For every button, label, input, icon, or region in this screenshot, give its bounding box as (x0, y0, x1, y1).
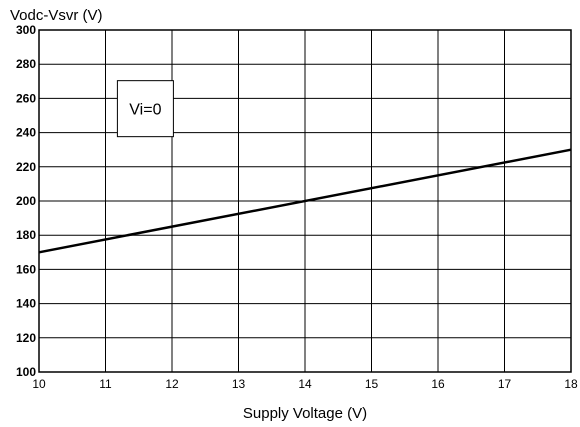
y-tick-label: 240 (16, 126, 36, 140)
y-axis-title: Vodc-Vsvr (V) (10, 7, 103, 24)
y-tick-label: 100 (16, 365, 36, 379)
plot-frame (38, 29, 572, 373)
y-tick-label: 200 (16, 194, 36, 208)
y-tick-label: 260 (16, 91, 36, 105)
x-tick-label: 12 (165, 377, 179, 391)
y-tick-label: 280 (16, 57, 36, 71)
series-line (38, 148, 572, 254)
x-tick-label: 16 (431, 377, 445, 391)
x-tick-label: 14 (298, 377, 312, 391)
y-tick-label: 300 (16, 23, 36, 37)
y-tick-labels: 100 120 140 160 180 200 220 240 260 280 300 (16, 23, 36, 379)
x-tick-label: 18 (564, 377, 578, 391)
annotation-text: Vi=0 (129, 102, 161, 119)
x-tick-label: 17 (498, 377, 512, 391)
y-tick-label: 160 (16, 262, 36, 276)
y-tick-label: 180 (16, 228, 36, 242)
annotation-rect (116, 80, 174, 138)
x-tick-labels: 10 11 12 13 14 15 16 17 18 (32, 377, 578, 391)
x-tick-label: 11 (99, 377, 112, 391)
grid (38, 29, 572, 373)
x-tick-label: 10 (32, 377, 46, 391)
y-tick-label: 220 (16, 160, 36, 174)
x-tick-label: 15 (365, 377, 379, 391)
y-tick-label: 140 (16, 297, 36, 311)
x-tick-label: 13 (232, 377, 246, 391)
x-axis-title: Supply Voltage (V) (243, 405, 367, 422)
series (38, 148, 572, 254)
annotation-box: Vi=0 (116, 80, 174, 138)
y-tick-label: 120 (16, 331, 36, 345)
